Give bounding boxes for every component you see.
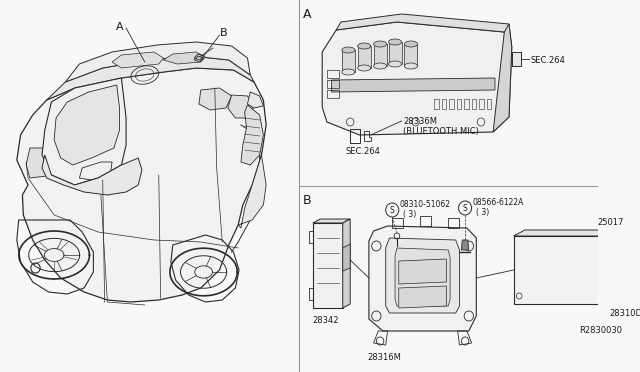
Polygon shape [195, 56, 204, 62]
Text: 28310D: 28310D [609, 309, 640, 318]
Polygon shape [45, 138, 67, 168]
Polygon shape [493, 24, 512, 132]
Polygon shape [342, 50, 355, 72]
Polygon shape [388, 42, 401, 64]
Polygon shape [399, 259, 447, 284]
Text: R2830030: R2830030 [579, 326, 622, 335]
Ellipse shape [374, 41, 387, 47]
Text: A: A [303, 8, 311, 21]
Ellipse shape [342, 69, 355, 75]
Polygon shape [54, 85, 120, 165]
Text: B: B [220, 28, 227, 38]
Polygon shape [241, 105, 264, 165]
Ellipse shape [404, 41, 417, 47]
Text: 28336M: 28336M [403, 117, 438, 126]
Text: SEC.264: SEC.264 [346, 147, 380, 156]
Polygon shape [395, 248, 450, 306]
Polygon shape [461, 240, 469, 250]
Ellipse shape [388, 61, 401, 67]
Polygon shape [199, 88, 232, 110]
Polygon shape [49, 100, 75, 130]
Polygon shape [399, 286, 447, 308]
Text: ( 3): ( 3) [476, 208, 490, 217]
Ellipse shape [358, 43, 371, 49]
Polygon shape [512, 52, 521, 66]
Polygon shape [514, 230, 618, 236]
Polygon shape [238, 155, 266, 228]
Polygon shape [343, 219, 350, 308]
Text: B: B [303, 194, 311, 207]
Polygon shape [26, 148, 52, 178]
Polygon shape [313, 219, 350, 223]
Text: ( 3): ( 3) [403, 210, 417, 219]
Polygon shape [332, 78, 495, 92]
Ellipse shape [404, 63, 417, 69]
Polygon shape [65, 42, 250, 82]
Text: S: S [463, 203, 467, 212]
Text: 28342: 28342 [313, 316, 339, 325]
Text: 08566-6122A: 08566-6122A [472, 198, 524, 207]
Polygon shape [374, 44, 387, 66]
Polygon shape [369, 226, 476, 331]
Polygon shape [228, 95, 254, 118]
Text: 28316M: 28316M [367, 353, 401, 362]
Polygon shape [322, 22, 512, 135]
Polygon shape [404, 44, 417, 66]
Polygon shape [607, 230, 618, 304]
Text: 25017: 25017 [598, 218, 624, 227]
Polygon shape [248, 92, 264, 108]
Polygon shape [386, 238, 460, 313]
Text: (BLUETOOTH MIC): (BLUETOOTH MIC) [403, 127, 479, 136]
Polygon shape [17, 68, 266, 302]
Polygon shape [42, 155, 142, 195]
Ellipse shape [374, 63, 387, 69]
Polygon shape [343, 244, 350, 271]
Polygon shape [336, 14, 512, 47]
Polygon shape [42, 78, 126, 185]
Polygon shape [112, 52, 163, 68]
Polygon shape [514, 236, 607, 304]
Polygon shape [47, 56, 254, 100]
Text: 08310-51062: 08310-51062 [400, 200, 451, 209]
Ellipse shape [342, 47, 355, 53]
Polygon shape [313, 223, 343, 308]
Text: S: S [390, 205, 395, 215]
Text: SEC.264: SEC.264 [531, 56, 565, 65]
Polygon shape [163, 52, 205, 64]
Ellipse shape [388, 39, 401, 45]
Ellipse shape [358, 65, 371, 71]
Polygon shape [358, 46, 371, 68]
Text: A: A [116, 22, 124, 32]
